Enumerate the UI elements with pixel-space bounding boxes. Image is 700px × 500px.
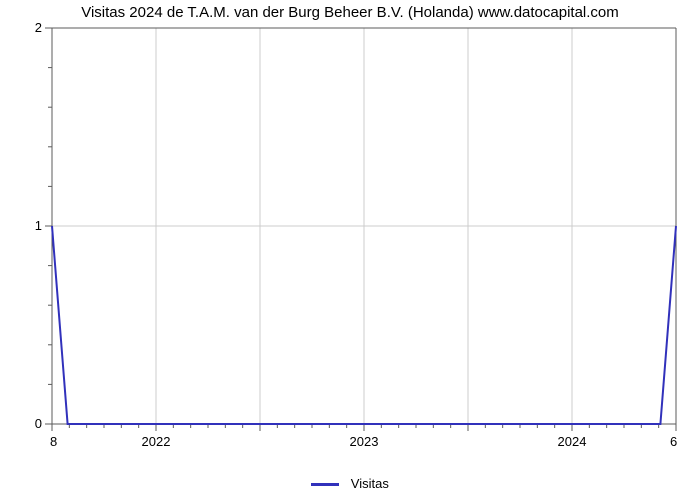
- corner-label-left: 8: [50, 434, 57, 449]
- chart-canvas: [52, 28, 676, 424]
- legend: Visitas: [0, 476, 700, 491]
- x-tick-label: 2024: [558, 434, 587, 449]
- y-tick-label: 1: [12, 218, 42, 233]
- corner-label-right: 6: [670, 434, 677, 449]
- legend-label: Visitas: [351, 476, 389, 491]
- x-tick-label: 2022: [142, 434, 171, 449]
- y-tick-label: 0: [12, 416, 42, 431]
- legend-line: [311, 483, 339, 486]
- plot-area: [52, 28, 676, 424]
- y-tick-label: 2: [12, 20, 42, 35]
- x-tick-label: 2023: [350, 434, 379, 449]
- chart-title: Visitas 2024 de T.A.M. van der Burg Behe…: [0, 4, 700, 21]
